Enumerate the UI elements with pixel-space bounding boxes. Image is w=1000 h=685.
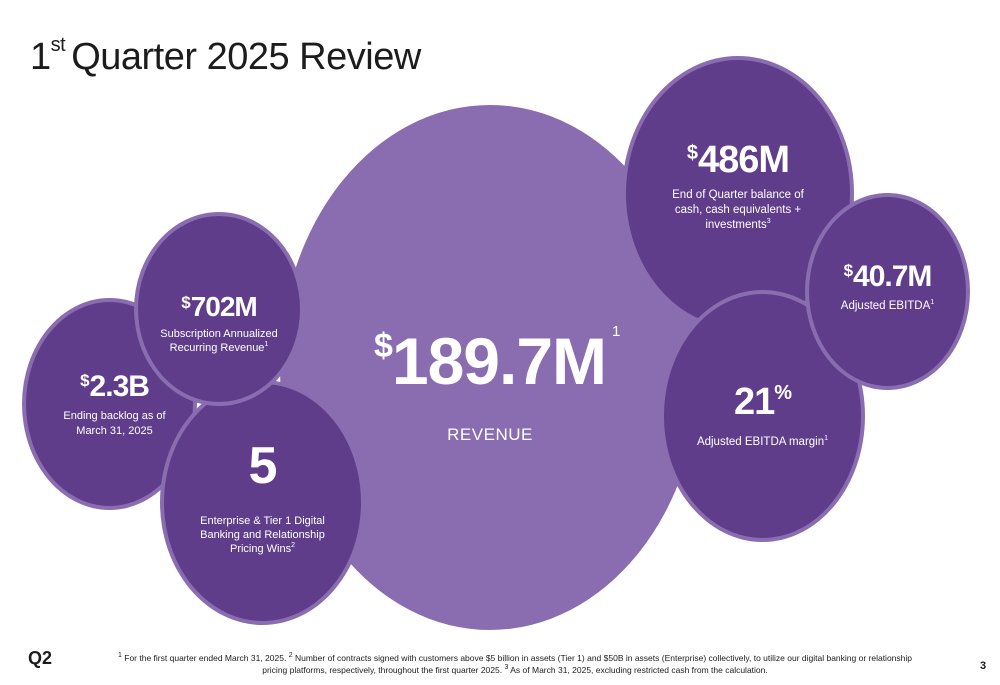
margin-desc-text: Adjusted EBITDA margin <box>696 436 825 449</box>
ebitda-amount: 40.7M <box>853 259 932 293</box>
margin-value: 21% <box>697 380 828 424</box>
cash-currency: $ <box>686 142 699 165</box>
footnote-2-mark: 2 <box>288 652 293 659</box>
cash-footnote-mark: 3 <box>766 217 771 225</box>
arr-footnote-mark: 1 <box>264 341 269 349</box>
footnote-1: For the first quarter ended March 31, 20… <box>121 653 289 663</box>
revenue-currency: $ <box>373 327 393 365</box>
ebitda-currency: $ <box>843 260 854 280</box>
revenue-footnote-mark: 1 <box>612 323 621 340</box>
q2-logo: Q2 <box>28 648 53 668</box>
footnotes: 1 For the first quarter ended March 31, … <box>110 652 920 677</box>
title-number: 1 <box>30 36 51 78</box>
wins-bubble: 5 Enterprise & Tier 1 Digital Banking an… <box>160 380 365 625</box>
cash-value: $486M <box>663 139 813 182</box>
footnote-3: As of March 31, 2025, excluding restrict… <box>508 665 768 676</box>
backlog-amount: 2.3B <box>89 370 150 404</box>
wins-value: 5 <box>248 437 278 496</box>
wins-desc-text: Enterprise & Tier 1 Digital Banking and … <box>200 514 325 556</box>
footnote-1-mark: 1 <box>118 652 122 659</box>
margin-description: Adjusted EBITDA margin1 <box>697 435 828 450</box>
page-number: 3 <box>980 660 987 672</box>
margin-footnote-mark: 1 <box>824 435 829 443</box>
footnote-2: Number of contracts signed with customer… <box>262 653 912 676</box>
cash-desc-text: End of Quarter balance of cash, cash equ… <box>672 188 804 231</box>
ebitda-bubble: $40.7M Adjusted EBITDA1 <box>805 193 970 390</box>
ebitda-value: $40.7M <box>841 260 934 293</box>
cash-description: End of Quarter balance of cash, cash equ… <box>663 188 813 233</box>
backlog-value: $2.3B <box>50 370 180 403</box>
arr-currency: $ <box>181 293 191 313</box>
arr-description: Subscription Annualized Recurring Revenu… <box>138 327 300 356</box>
title-suffix: st <box>50 34 66 56</box>
revenue-value: $189.7M <box>280 323 700 399</box>
title-text: Quarter 2025 Review <box>71 36 421 78</box>
wins-footnote-mark: 2 <box>291 542 296 550</box>
revenue-amount: 189.7M <box>391 324 607 398</box>
backlog-description: Ending backlog as of March 31, 2025 <box>63 410 166 437</box>
footnote-3-mark: 3 <box>504 664 509 672</box>
ebitda-desc-text: Adjusted EBITDA <box>840 299 931 312</box>
cash-amount: 486M <box>698 139 790 182</box>
revenue-label: REVENUE <box>447 425 533 444</box>
arr-bubble: $702M Subscription Annualized Recurring … <box>134 212 304 406</box>
backlog-currency: $ <box>80 371 90 391</box>
arr-desc-text: Subscription Annualized Recurring Revenu… <box>160 328 278 355</box>
arr-value: $702M <box>138 291 300 323</box>
ebitda-description: Adjusted EBITDA1 <box>841 299 934 314</box>
arr-amount: 702M <box>190 291 258 323</box>
ebitda-footnote-mark: 1 <box>930 298 935 306</box>
wins-description: Enterprise & Tier 1 Digital Banking and … <box>193 514 333 557</box>
page-title: 1st Quarter 2025 Review <box>30 34 421 79</box>
margin-unit: % <box>774 381 792 404</box>
margin-amount: 21 <box>733 380 775 423</box>
